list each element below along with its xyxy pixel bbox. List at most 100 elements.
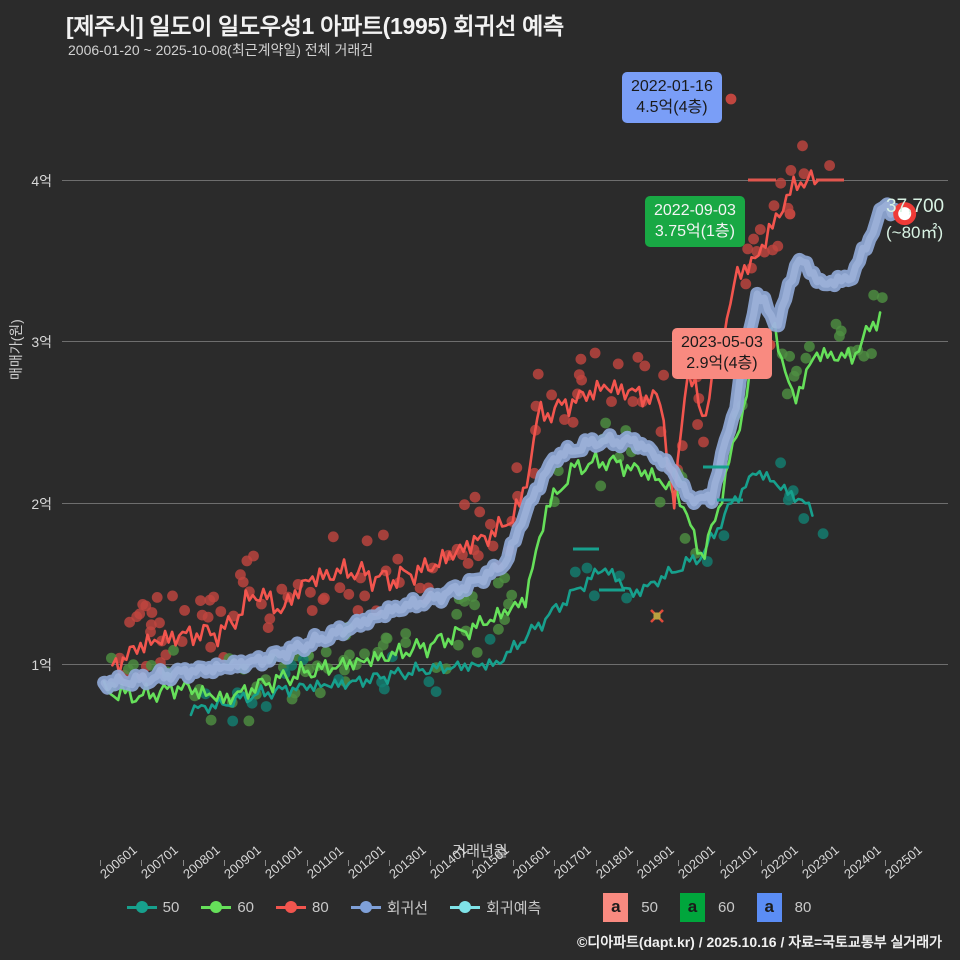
scatter-point (588, 590, 600, 602)
scatter-point (145, 619, 157, 631)
scatter-point (167, 590, 178, 602)
page-subtitle: 2006-01-20 ~ 2025-10-08(최근계약일) 전체 거래건 (68, 42, 374, 58)
scatter-point (471, 647, 483, 658)
callout-anchor-dot (784, 208, 796, 220)
scatter-point (781, 388, 793, 400)
page-title: [제주시] 일도이 일도우성1 아파트(1995) 회귀선 예측 (66, 13, 564, 39)
scatter-point (785, 165, 797, 176)
scatter-point (627, 396, 639, 407)
scatter-point (754, 224, 766, 235)
scatter-point (237, 576, 249, 588)
scatter-point (824, 160, 835, 171)
scatter-point (264, 613, 276, 625)
legend-swatch-box: a (756, 892, 782, 922)
scatter-point (474, 506, 486, 518)
scatter-point (452, 639, 464, 651)
callout-value: 4.5억(4층) (636, 99, 708, 116)
scatter-point (205, 641, 217, 653)
legend-swatch-label: 50 (641, 898, 658, 916)
x-tick-mark (100, 860, 101, 866)
scatter-point (742, 243, 754, 255)
scatter-point (205, 714, 217, 726)
scatter-point (487, 540, 499, 552)
scatter-point (314, 687, 326, 699)
scatter-point (400, 628, 412, 639)
callout-green-high[interactable]: 2022-09-03 3.75억(1층) (645, 196, 745, 247)
legend-marker-icon (350, 899, 381, 915)
scatter-point (352, 605, 364, 616)
scatter-point (748, 233, 759, 245)
scatter-point (227, 715, 239, 727)
legend-item-2[interactable]: 60 (201, 899, 254, 916)
legend-label: 회귀선 (386, 899, 429, 917)
scatter-point (612, 358, 624, 370)
scatter-point (459, 499, 470, 511)
legend-item-3[interactable]: 80 (276, 899, 329, 916)
legend-item-5[interactable]: 회귀예측 (450, 897, 541, 918)
legend-swatch-box: a (603, 892, 629, 922)
x-tick-mark (430, 860, 432, 866)
legend-swatch-item-1[interactable]: a 50 (603, 892, 658, 922)
x-tick-mark (719, 860, 721, 866)
scatter-point (344, 649, 355, 661)
legend-item-1[interactable]: 50 (126, 898, 180, 916)
legend-swatch-label: 80 (794, 898, 812, 916)
scatter-point (589, 347, 601, 359)
scatter-point (276, 583, 288, 595)
endpoint-area: (~80㎡) (886, 223, 944, 242)
scatter-point (576, 374, 587, 386)
scatter-point (800, 352, 812, 364)
scatter-point (359, 648, 370, 660)
scatter-point (359, 590, 371, 602)
scatter-point (168, 644, 179, 656)
x-tick-mark (389, 860, 391, 866)
callout-peak-high[interactable]: 2022-01-16 4.5억(4층) (622, 72, 722, 123)
scatter-point (327, 531, 339, 543)
scatter-point (151, 592, 163, 603)
scatter-point (692, 419, 703, 430)
scatter-point (320, 646, 332, 658)
scatter-point (469, 599, 480, 611)
scatter-point (305, 586, 316, 598)
x-tick-mark (182, 860, 184, 866)
scatter-point (195, 595, 206, 606)
legend-item-4[interactable]: 회귀선 (350, 897, 429, 918)
gridline (62, 502, 948, 504)
chart-canvas (97, 93, 917, 727)
scatter-point (124, 616, 135, 628)
scatter-points (105, 140, 888, 727)
scatter-point (788, 370, 800, 382)
scatter-point (484, 633, 496, 645)
scatter-point (797, 140, 808, 152)
callout-red-low[interactable]: 2023-05-03 2.9억(4층) (672, 328, 772, 379)
scatter-point (493, 623, 504, 635)
gridline (62, 341, 948, 343)
y-tick-label: 4억 (31, 173, 52, 189)
callout-value: 3.75억(1층) (654, 223, 735, 240)
scatter-point (215, 606, 227, 617)
scatter-point (567, 416, 579, 428)
legend-swatch-item-2[interactable]: a 60 (679, 892, 735, 922)
scatter-point (581, 562, 593, 574)
scatter-point (154, 617, 165, 629)
scatter-point (798, 513, 810, 524)
endpoint-marker[interactable] (893, 202, 917, 226)
legend-swatch-box: a (679, 892, 705, 922)
footer-credit: ©디아파트(dapt.kr) / 2025.10.16 / 자료=국토교통부 실… (577, 934, 942, 950)
scatter-point (772, 240, 784, 252)
chart-plot-area: 1억 2억 3억 4억 200601 200701 200801 200901 201001 2… (31, 70, 948, 881)
legend-label: 50 (162, 898, 180, 916)
scatter-point (639, 360, 651, 372)
scatter-point (511, 462, 523, 474)
scatter-point (400, 637, 412, 648)
x-tick-mark (884, 860, 886, 866)
scatter-point (202, 611, 214, 623)
legend-swatch-item-3[interactable]: a 80 (756, 892, 812, 922)
scatter-point (775, 457, 786, 469)
legend-label: 80 (312, 898, 329, 916)
scatter-point (621, 592, 632, 604)
y-tick-label: 3억 (31, 334, 52, 351)
x-tick-mark (637, 860, 639, 866)
x-tick-mark (843, 860, 845, 866)
scatter-point (243, 715, 255, 727)
